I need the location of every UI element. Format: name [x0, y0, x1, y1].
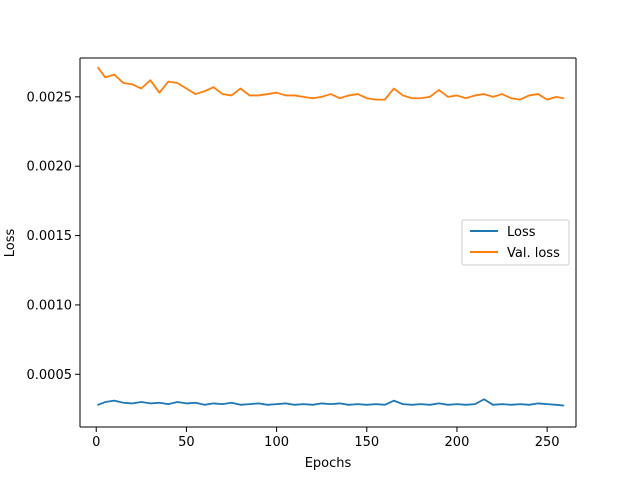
- y-tick-label: 0.0025: [27, 90, 73, 105]
- y-axis-ticks: 0.0005 0.0010 0.0015 0.0020 0.0025: [27, 90, 80, 383]
- series-line-loss: [97, 398, 565, 407]
- x-tick-label: 50: [178, 435, 195, 450]
- y-axis-label: Loss: [3, 229, 18, 258]
- x-axis-ticks: 0 50 100 150 200 250: [92, 427, 560, 450]
- series-layer: [97, 66, 565, 407]
- x-tick-label: 150: [354, 435, 379, 450]
- legend: Loss Val. loss: [461, 219, 570, 266]
- x-tick-label: 0: [92, 435, 100, 450]
- y-tick-label: 0.0010: [27, 298, 73, 313]
- legend-label-loss: Loss: [507, 225, 536, 240]
- plot-frame: [79, 57, 577, 428]
- y-tick-label: 0.0020: [27, 160, 73, 175]
- y-tick-label: 0.0005: [27, 368, 73, 383]
- x-tick-label: 100: [264, 435, 289, 450]
- legend-label-val-loss: Val. loss: [507, 246, 560, 261]
- series-line-val-loss: [97, 66, 565, 101]
- x-tick-label: 200: [445, 435, 470, 450]
- x-axis-label: Epochs: [305, 456, 352, 471]
- x-tick-label: 250: [535, 435, 560, 450]
- y-tick-label: 0.0015: [27, 229, 73, 244]
